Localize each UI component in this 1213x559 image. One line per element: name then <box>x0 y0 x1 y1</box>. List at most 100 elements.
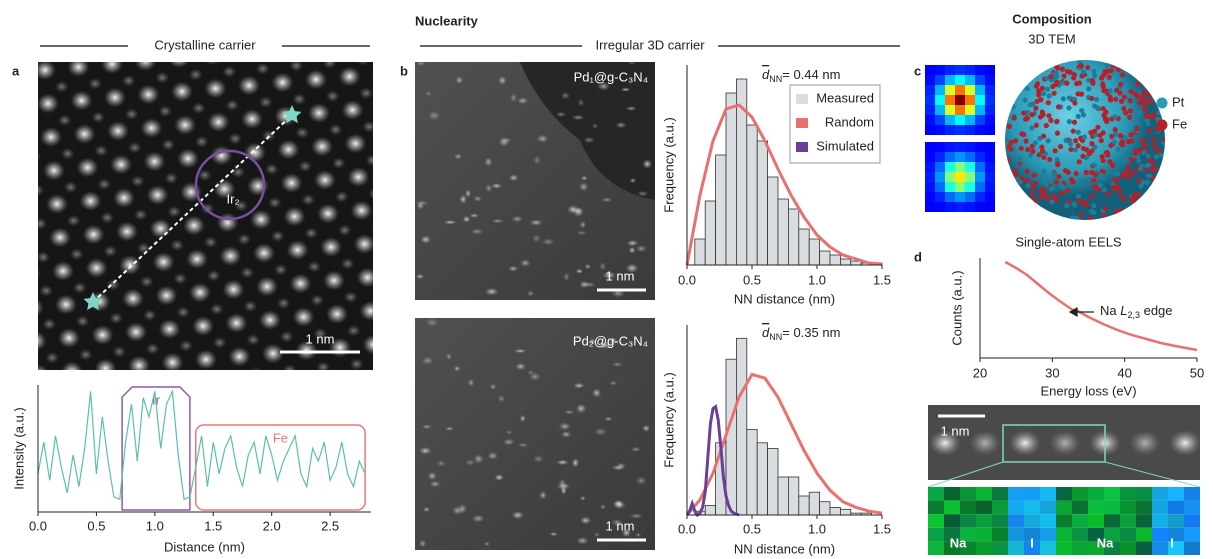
atom <box>3 254 17 266</box>
atom <box>46 194 68 214</box>
fe-atom <box>1070 128 1076 134</box>
atom <box>0 120 5 132</box>
atom <box>165 15 187 35</box>
legend: Pt Fe <box>1156 94 1187 131</box>
fe-atom <box>1105 152 1111 158</box>
x-tick-label: 1.0 <box>808 521 826 536</box>
fe-atom <box>1095 186 1101 193</box>
fe-atoms <box>1005 60 1165 220</box>
heat-cell <box>925 142 935 152</box>
map-cell <box>1184 500 1200 515</box>
atom <box>82 382 96 394</box>
atom <box>356 267 373 288</box>
fe-atom <box>1128 132 1134 138</box>
fe-atom <box>1051 171 1058 177</box>
fe-atom <box>1151 112 1157 118</box>
fe-atom <box>1132 98 1138 104</box>
annotation-symbol: d <box>762 67 770 82</box>
atom <box>250 209 272 230</box>
atom <box>58 328 80 348</box>
map-cell <box>960 527 976 542</box>
fe-atom <box>1102 70 1109 76</box>
fe-atom <box>1115 146 1121 153</box>
heat-cell <box>975 162 985 172</box>
atom <box>375 97 397 117</box>
heat-cell <box>965 125 975 135</box>
speck <box>519 259 531 267</box>
heat-cell <box>955 142 965 152</box>
map-cell <box>1104 541 1120 555</box>
fe-atom <box>1011 115 1017 121</box>
heat-cell <box>935 182 945 192</box>
atom <box>266 6 288 26</box>
star <box>83 292 103 311</box>
speck <box>513 348 527 354</box>
atom <box>234 199 249 212</box>
speck <box>467 378 475 387</box>
atom <box>347 167 370 187</box>
speck <box>635 476 647 486</box>
fe-atom <box>1064 68 1071 75</box>
atom <box>168 62 190 68</box>
atom <box>0 87 2 99</box>
fe-atom <box>1072 100 1078 106</box>
atom <box>331 157 346 170</box>
speck <box>579 516 592 525</box>
atom <box>350 200 373 221</box>
map-cell <box>1152 500 1168 515</box>
fe-atom <box>1100 105 1106 112</box>
atom <box>191 102 206 115</box>
map-cell <box>944 541 960 555</box>
speck <box>510 92 517 103</box>
fe-atom <box>1029 125 1035 131</box>
atom <box>52 261 74 281</box>
speck <box>458 503 467 514</box>
speck <box>598 341 612 349</box>
atom <box>51 419 65 431</box>
map-cell <box>1072 500 1088 515</box>
atom <box>256 276 278 297</box>
fe-atom <box>1097 132 1103 138</box>
heat-cell <box>955 172 965 182</box>
speck <box>626 239 639 247</box>
atom <box>129 0 151 4</box>
map-cell <box>960 541 976 555</box>
heat-cell <box>965 202 975 212</box>
y-axis-label: Counts (a.u.) <box>949 270 964 345</box>
fe-atom <box>1078 91 1085 97</box>
atom <box>107 121 129 141</box>
atom <box>67 62 90 77</box>
heat-cell <box>935 65 945 75</box>
map-cell <box>1040 514 1056 528</box>
fe-atom <box>1010 104 1016 110</box>
speck <box>497 394 506 403</box>
fe-atom <box>1133 150 1139 156</box>
atom <box>38 267 41 281</box>
fe-atom <box>1061 73 1067 79</box>
speck <box>421 424 433 430</box>
atom <box>929 430 961 456</box>
map-cell <box>1152 527 1168 542</box>
atom <box>174 115 196 135</box>
fe-atom <box>1100 81 1106 87</box>
atom <box>269 39 291 59</box>
x-tick-label: 30 <box>1045 365 1059 380</box>
fe-atom <box>1119 72 1126 78</box>
map-cell <box>976 500 992 515</box>
atom <box>201 417 223 437</box>
fe-atom <box>1145 113 1151 120</box>
heat-cell <box>925 162 935 172</box>
speck <box>419 446 432 455</box>
heat-cell <box>985 75 995 85</box>
atom <box>311 136 333 157</box>
fe-atom <box>1039 148 1046 154</box>
speck <box>416 61 426 66</box>
atom <box>250 367 263 370</box>
atom <box>268 411 290 431</box>
map-cell <box>1056 487 1072 501</box>
speck <box>425 317 439 327</box>
atom <box>69 248 84 261</box>
map-cell <box>1136 514 1152 528</box>
histogram-bar <box>840 508 852 516</box>
atom <box>386 389 400 401</box>
